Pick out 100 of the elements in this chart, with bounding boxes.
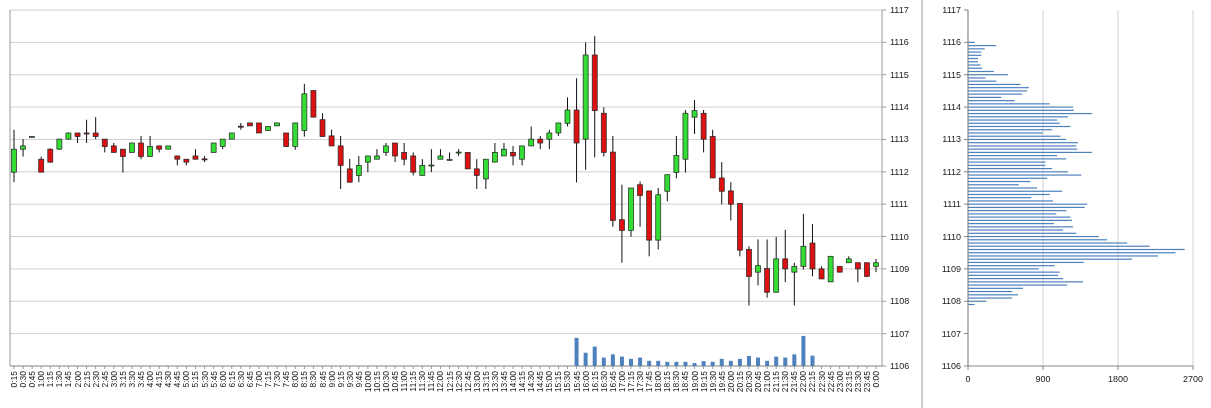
x-tick-label: 9:15 (335, 370, 346, 388)
candlestick (873, 258, 879, 273)
candlestick (319, 112, 326, 138)
y-tick-label: 1112 (890, 166, 909, 177)
x-tick-label: 1:15 (45, 370, 56, 388)
x-tick-label: 22:30 (816, 370, 827, 393)
x-tick-label: 4:15 (154, 370, 165, 388)
candlestick (492, 142, 498, 163)
x-tick-label: 12:15 (444, 370, 455, 393)
x-tick-label: 18:45 (680, 370, 691, 393)
y-tick-label: 1109 (941, 263, 961, 274)
x-tick-label: 2:45 (99, 370, 110, 388)
x-tick-label: 22:45 (825, 370, 836, 393)
x-tick-label: 3:00 (108, 370, 119, 388)
x-tick-label: 19:45 (716, 370, 727, 393)
candlestick (528, 126, 535, 147)
candlestick (782, 229, 789, 283)
x-tick-label: 4:45 (172, 370, 183, 388)
x-tick-label: 17:45 (644, 370, 655, 393)
x-tick-label: 20:15 (734, 370, 745, 393)
y-tick-label: 1110 (942, 231, 961, 242)
x-tick-label: 17:30 (635, 370, 646, 393)
candlestick (501, 142, 507, 157)
x-tick-label: 7:30 (272, 370, 283, 388)
x-tick-label: 23:00 (834, 370, 845, 393)
candlestick (519, 145, 525, 166)
candlestick (92, 116, 99, 140)
x-tick-label: 20:30 (743, 370, 754, 393)
candlestick (510, 145, 516, 166)
x-tick-label: 16:00 (580, 370, 591, 393)
x-tick-label: 2:15 (81, 370, 92, 388)
candlestick (392, 142, 398, 163)
x-tick-label: 8:45 (317, 370, 328, 388)
x-tick-label: 23:15 (843, 370, 854, 393)
candlestick (691, 99, 698, 135)
y-tick-label: 1108 (941, 296, 961, 307)
x-tick-label: 5:45 (208, 370, 219, 388)
x-tick-label: 900 (1035, 374, 1051, 384)
x-tick-label: 6:15 (226, 370, 237, 388)
candlestick (855, 262, 861, 283)
y-tick-label: 1117 (942, 5, 961, 15)
candlestick (365, 155, 371, 173)
candlestick (619, 184, 625, 264)
candlestick (401, 142, 408, 166)
candlestick (337, 135, 344, 190)
x-tick-label: 15:15 (553, 370, 564, 393)
x-tick-label: 15:30 (562, 370, 573, 393)
x-tick-label: 2:00 (72, 370, 83, 388)
candlestick (11, 129, 17, 183)
x-tick-label: 16:15 (589, 370, 600, 393)
x-tick-label: 22:00 (798, 370, 809, 393)
x-tick-label: 10:45 (390, 370, 401, 393)
y-tick-label: 1113 (942, 134, 961, 145)
candlestick (374, 148, 380, 160)
y-tick-label: 1113 (890, 134, 909, 145)
x-tick-label: 9:00 (326, 370, 337, 388)
candlestick (637, 181, 643, 228)
x-tick-label: 12:00 (435, 370, 446, 393)
x-tick-label: 20:00 (725, 370, 736, 393)
x-tick-label: 13:45 (498, 370, 509, 393)
x-tick-label: 18:30 (671, 370, 682, 393)
x-tick-label: 16:45 (607, 370, 618, 393)
x-tick-label: 20:45 (753, 370, 764, 393)
x-tick-label: 13:30 (489, 370, 500, 393)
x-tick-label: 18:15 (662, 370, 673, 393)
y-tick-label: 1111 (942, 199, 961, 210)
x-tick-label: 11:30 (417, 370, 428, 392)
y-tick-label: 1108 (890, 296, 910, 307)
candlestick (428, 148, 435, 173)
candlestick (83, 119, 90, 144)
x-tick-label: 23:30 (852, 370, 863, 393)
x-tick-label: 17:15 (626, 370, 637, 393)
x-tick-label: 13:00 (471, 370, 482, 393)
y-tick-label: 1114 (942, 102, 961, 113)
y-tick-label: 1110 (890, 231, 909, 242)
y-tick-label: 1115 (942, 69, 961, 80)
x-tick-label: 22:15 (807, 370, 818, 393)
candlestick (546, 129, 553, 150)
x-tick-label: 7:00 (253, 370, 264, 388)
x-tick-label: 19:00 (689, 370, 700, 393)
y-tick-label: 1114 (890, 102, 909, 113)
candlestick (673, 135, 680, 179)
candlestick (718, 161, 725, 206)
x-tick-label: 6:30 (235, 370, 246, 388)
y-tick-label: 1107 (941, 328, 961, 339)
y-tick-label: 1116 (942, 37, 961, 48)
y-tick-label: 1109 (890, 263, 910, 274)
x-tick-label: 0:45 (27, 370, 38, 388)
x-tick-label: 6:45 (244, 370, 255, 388)
x-tick-label: 16:30 (598, 370, 609, 393)
candlestick (800, 213, 807, 271)
x-tick-label: 11:45 (426, 370, 437, 392)
y-tick-label: 1112 (942, 166, 961, 177)
x-tick-label: 14:00 (508, 370, 519, 393)
candlestick (764, 238, 770, 299)
candlestick (727, 181, 734, 221)
y-tick-label: 1115 (890, 69, 909, 80)
candlestick (755, 238, 761, 286)
x-tick-label: 2:30 (90, 370, 101, 388)
x-tick-label: 3:15 (117, 370, 128, 388)
